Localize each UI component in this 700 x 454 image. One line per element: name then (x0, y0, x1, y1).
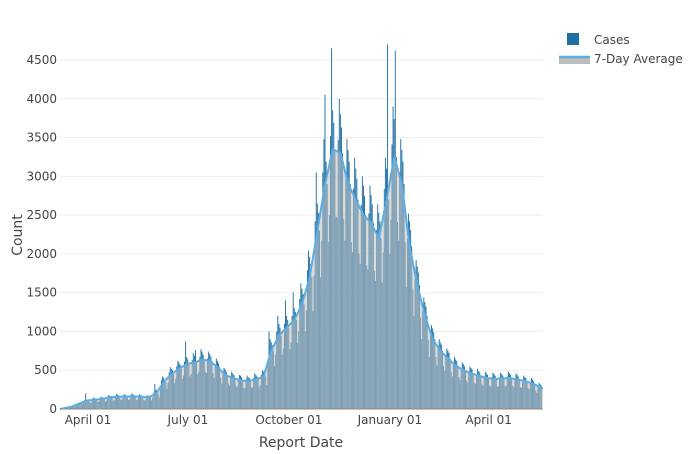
legend-label-cases: Cases (594, 33, 630, 47)
cases-swatch-icon (567, 33, 579, 45)
y-axis-title: Count (10, 214, 26, 256)
y-tick-label: 0 (49, 402, 57, 416)
legend-label-7-day-average: 7-Day Average (594, 52, 683, 66)
y-tick-label: 4000 (26, 92, 57, 106)
x-axis-title: Report Date (259, 435, 343, 450)
y-tick-label: 3000 (26, 169, 57, 183)
y-tick-label: 500 (34, 363, 57, 377)
y-tick-label: 1500 (26, 286, 57, 300)
x-tick-label: January 01 (357, 413, 423, 427)
y-tick-label: 4500 (26, 53, 57, 67)
y-tick-label: 2000 (26, 247, 57, 261)
legend-item-7-day-average[interactable]: 7-Day Average (559, 52, 683, 66)
x-axis-ticks: April 01 July 01 October 01 January 01 April… (65, 413, 512, 427)
x-tick-label: April 01 (65, 413, 112, 427)
y-axis-ticks: 0 500 1000 1500 2000 2500 3000 3500 4000 4500 (26, 53, 57, 416)
y-tick-label: 2500 (26, 208, 57, 222)
x-tick-label: October 01 (255, 413, 322, 427)
y-tick-label: 3500 (26, 131, 57, 145)
x-tick-label: April 01 (465, 413, 512, 427)
y-tick-label: 1000 (26, 324, 57, 338)
x-tick-label: July 01 (167, 413, 209, 427)
legend: Cases 7-Day Average (559, 33, 683, 66)
legend-item-cases[interactable]: Cases (567, 33, 630, 47)
